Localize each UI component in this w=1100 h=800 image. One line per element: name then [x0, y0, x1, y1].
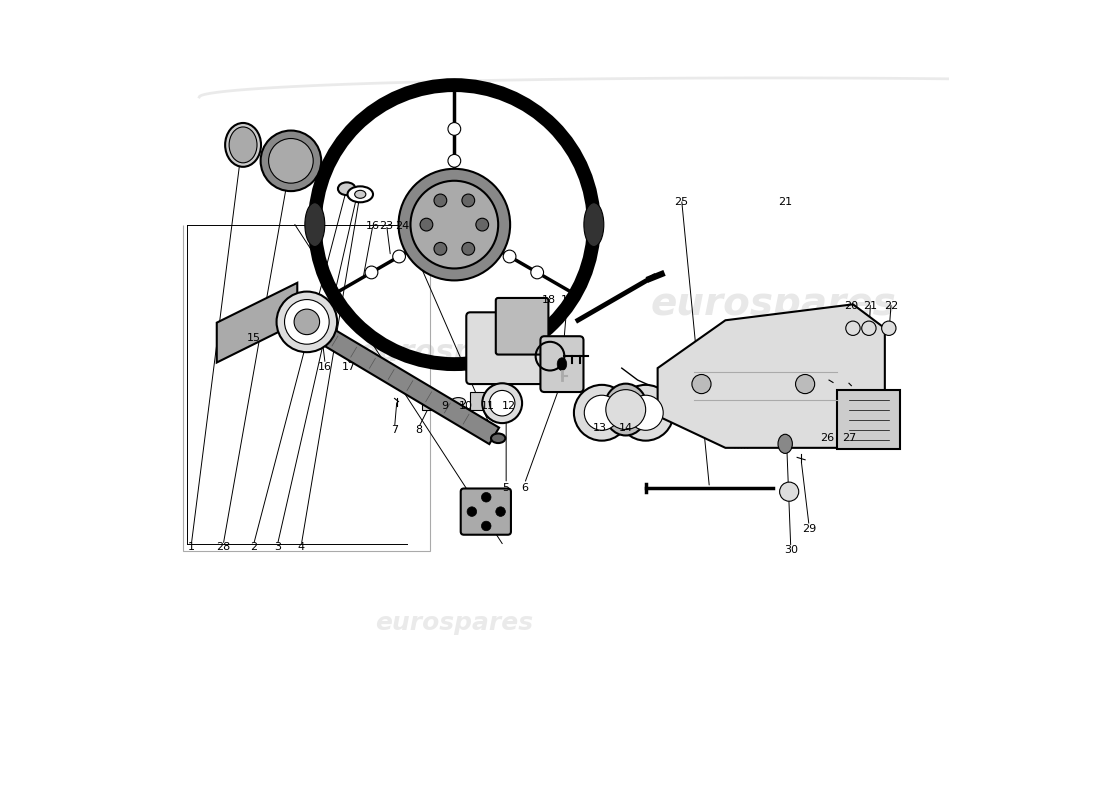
- Ellipse shape: [354, 190, 366, 198]
- FancyBboxPatch shape: [496, 298, 549, 354]
- Circle shape: [365, 266, 378, 279]
- Text: eurospares: eurospares: [375, 611, 534, 635]
- Ellipse shape: [584, 202, 604, 246]
- Text: 19: 19: [561, 295, 574, 306]
- Ellipse shape: [451, 398, 465, 406]
- Polygon shape: [217, 283, 297, 362]
- Circle shape: [531, 266, 543, 279]
- Circle shape: [476, 218, 488, 231]
- Circle shape: [490, 390, 515, 416]
- Text: 16: 16: [318, 362, 332, 371]
- Text: 5: 5: [503, 482, 509, 493]
- Circle shape: [692, 374, 711, 394]
- FancyBboxPatch shape: [471, 392, 485, 410]
- FancyBboxPatch shape: [837, 390, 900, 450]
- Text: 8: 8: [415, 426, 422, 435]
- Ellipse shape: [348, 186, 373, 202]
- Circle shape: [846, 321, 860, 335]
- Text: 21: 21: [864, 301, 878, 311]
- Circle shape: [795, 374, 815, 394]
- Text: 9: 9: [441, 402, 449, 411]
- Text: 26: 26: [821, 434, 835, 443]
- Circle shape: [410, 181, 498, 269]
- Ellipse shape: [338, 182, 355, 195]
- Text: 29: 29: [802, 524, 816, 534]
- Text: 21: 21: [778, 198, 792, 207]
- Polygon shape: [302, 316, 499, 444]
- Circle shape: [618, 385, 673, 441]
- Ellipse shape: [491, 434, 505, 443]
- Circle shape: [285, 299, 329, 344]
- Text: 17: 17: [342, 362, 356, 371]
- Circle shape: [448, 154, 461, 167]
- Circle shape: [398, 169, 510, 281]
- Polygon shape: [658, 304, 884, 448]
- FancyBboxPatch shape: [461, 489, 510, 534]
- Text: 2: 2: [250, 542, 257, 553]
- Text: 30: 30: [784, 545, 798, 555]
- Circle shape: [276, 291, 337, 352]
- Circle shape: [584, 395, 619, 430]
- Text: 10: 10: [460, 402, 473, 411]
- FancyBboxPatch shape: [422, 395, 440, 410]
- Circle shape: [393, 250, 406, 263]
- Circle shape: [294, 309, 320, 334]
- Circle shape: [780, 482, 799, 502]
- Text: 3: 3: [274, 542, 280, 553]
- Circle shape: [482, 383, 522, 423]
- Ellipse shape: [305, 202, 324, 246]
- Ellipse shape: [229, 127, 257, 163]
- Circle shape: [628, 395, 663, 430]
- Text: eurospares: eurospares: [358, 338, 551, 366]
- Ellipse shape: [558, 358, 566, 370]
- Circle shape: [606, 390, 646, 430]
- Text: 1: 1: [188, 542, 195, 553]
- Ellipse shape: [604, 384, 648, 435]
- Text: 6: 6: [521, 482, 528, 493]
- Text: 11: 11: [481, 402, 495, 411]
- Circle shape: [268, 138, 313, 183]
- Circle shape: [574, 385, 629, 441]
- Circle shape: [434, 194, 447, 207]
- Circle shape: [468, 507, 476, 516]
- Circle shape: [482, 493, 491, 502]
- Text: 13: 13: [593, 423, 606, 433]
- Text: 27: 27: [842, 434, 856, 443]
- Circle shape: [434, 242, 447, 255]
- Text: 28: 28: [216, 542, 230, 553]
- Text: 20: 20: [845, 301, 858, 311]
- Text: 12: 12: [502, 402, 516, 411]
- Text: 24: 24: [395, 222, 409, 231]
- Circle shape: [448, 122, 461, 135]
- Circle shape: [496, 507, 505, 516]
- FancyBboxPatch shape: [466, 312, 546, 384]
- Circle shape: [881, 321, 896, 335]
- Circle shape: [462, 194, 475, 207]
- Circle shape: [462, 242, 475, 255]
- Ellipse shape: [226, 123, 261, 167]
- Ellipse shape: [778, 434, 792, 454]
- Circle shape: [482, 521, 491, 530]
- Text: 23: 23: [379, 222, 394, 231]
- Text: 16: 16: [366, 222, 379, 231]
- Text: 14: 14: [618, 423, 632, 433]
- Circle shape: [861, 321, 876, 335]
- Circle shape: [261, 130, 321, 191]
- Text: eurospares: eurospares: [650, 286, 896, 323]
- Text: 22: 22: [884, 301, 899, 311]
- Text: 18: 18: [541, 295, 556, 306]
- FancyBboxPatch shape: [540, 336, 583, 392]
- Text: 4: 4: [298, 542, 305, 553]
- Text: 15: 15: [246, 333, 261, 343]
- Text: 7: 7: [390, 426, 398, 435]
- Text: 25: 25: [674, 198, 689, 207]
- Circle shape: [420, 218, 432, 231]
- Circle shape: [503, 250, 516, 263]
